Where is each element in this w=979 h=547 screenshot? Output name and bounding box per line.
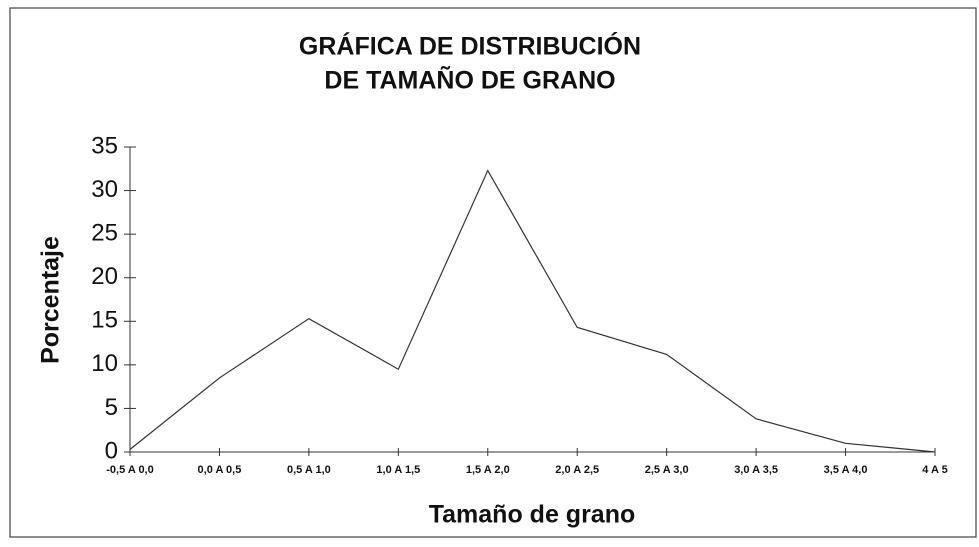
chart-frame xyxy=(9,7,977,538)
x-tick-label: 1,5 A 2,0 xyxy=(466,464,510,476)
chart-title: GRÁFICA DE DISTRIBUCIÓN xyxy=(299,31,641,61)
y-tick-label: 35 xyxy=(91,132,118,159)
x-tick-label: 3,0 A 3,5 xyxy=(734,464,778,476)
y-tick-label: 5 xyxy=(105,394,118,421)
y-tick-label: 20 xyxy=(91,263,118,290)
y-tick-label: 15 xyxy=(91,307,118,334)
x-tick-label: 2,0 A 2,5 xyxy=(555,464,599,476)
x-tick-label: -0,5 A 0,0 xyxy=(106,464,154,476)
y-tick-label: 10 xyxy=(91,350,118,377)
x-tick-label: 1,0 A 1,5 xyxy=(376,464,420,476)
chart-title: DE TAMAÑO DE GRANO xyxy=(324,65,615,95)
x-tick-label: 0,5 A 1,0 xyxy=(287,464,331,476)
x-tick-label: 0,0 A 0,5 xyxy=(198,464,242,476)
x-tick-label: 4 A 5 xyxy=(922,464,947,476)
y-tick-label: 25 xyxy=(91,219,118,246)
y-tick-label: 30 xyxy=(91,176,118,203)
y-tick-label: 0 xyxy=(105,437,118,464)
x-tick-label: 3,5 A 4,0 xyxy=(824,464,868,476)
x-tick-label: 2,5 A 3,0 xyxy=(645,464,689,476)
x-axis-label: Tamaño de grano xyxy=(429,501,636,529)
y-axis-label: Porcentaje xyxy=(37,236,65,364)
data-line xyxy=(129,169,936,453)
